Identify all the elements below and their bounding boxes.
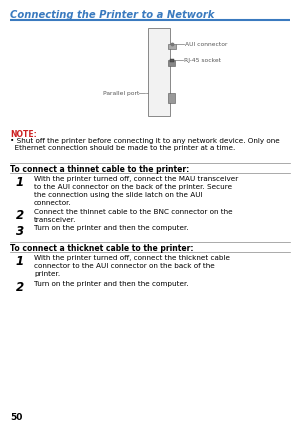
- Text: With the printer turned off, connect the thicknet cable
connector to the AUI con: With the printer turned off, connect the…: [34, 255, 230, 277]
- Text: Parallel port: Parallel port: [103, 91, 139, 96]
- Text: AUI connector: AUI connector: [185, 42, 227, 46]
- Text: With the printer turned off, connect the MAU transceiver
to the AUI connector on: With the printer turned off, connect the…: [34, 176, 238, 206]
- Text: 3: 3: [16, 225, 24, 238]
- Bar: [148, 28, 170, 116]
- Text: • Shut off the printer before connecting it to any network device. Only one: • Shut off the printer before connecting…: [10, 138, 280, 144]
- Text: 2: 2: [16, 281, 24, 294]
- Text: Ethernet connection should be made to the printer at a time.: Ethernet connection should be made to th…: [10, 145, 235, 151]
- Text: 2: 2: [16, 209, 24, 222]
- Text: Connecting the Printer to a Network: Connecting the Printer to a Network: [10, 10, 214, 20]
- Text: 1: 1: [16, 176, 24, 189]
- Text: NOTE:: NOTE:: [10, 130, 37, 139]
- Text: 50: 50: [10, 413, 22, 422]
- Text: Turn on the printer and then the computer.: Turn on the printer and then the compute…: [34, 225, 189, 231]
- Text: 1: 1: [16, 255, 24, 268]
- Bar: [168, 60, 175, 66]
- Bar: [168, 44, 176, 49]
- Bar: [170, 59, 174, 62]
- Bar: [168, 93, 175, 103]
- Text: Connect the thinnet cable to the BNC connector on the
transceiver.: Connect the thinnet cable to the BNC con…: [34, 209, 233, 223]
- Text: RJ-45 socket: RJ-45 socket: [184, 57, 221, 62]
- Text: To connect a thicknet cable to the printer:: To connect a thicknet cable to the print…: [10, 244, 194, 253]
- Text: To connect a thinnet cable to the printer:: To connect a thinnet cable to the printe…: [10, 165, 189, 174]
- Text: Turn on the printer and then the computer.: Turn on the printer and then the compute…: [34, 281, 189, 287]
